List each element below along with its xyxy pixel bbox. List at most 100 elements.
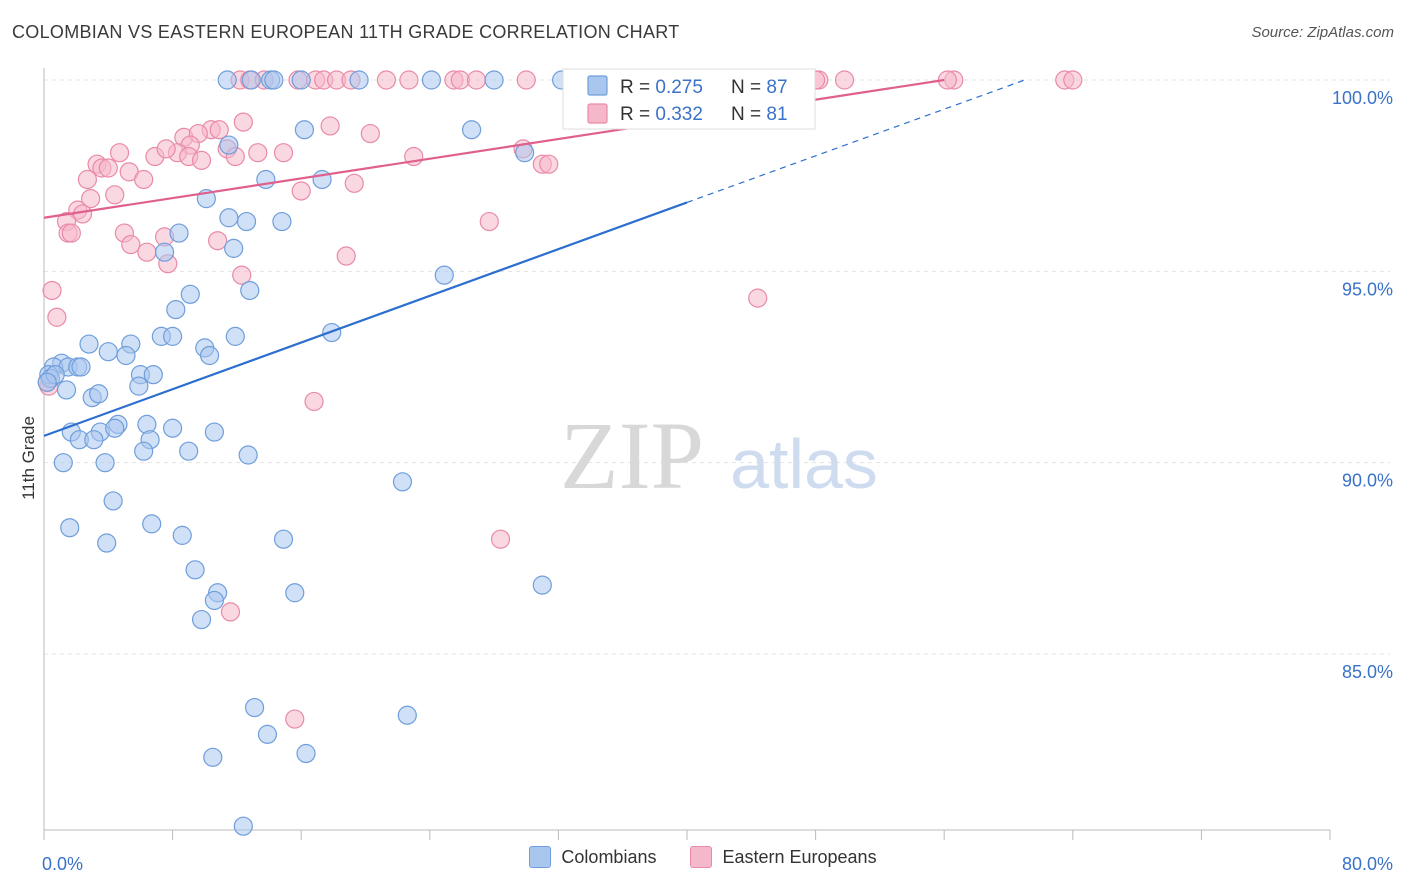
data-point-eastern-europeans <box>320 116 340 136</box>
data-point-colombians <box>116 345 136 366</box>
points-eastern-europeans <box>37 70 1083 729</box>
data-point-eastern-europeans <box>248 143 268 163</box>
gridlines <box>44 79 1390 655</box>
data-point-colombians <box>484 70 504 90</box>
stats-n-value: 87 <box>766 77 787 98</box>
data-point-colombians <box>397 705 417 725</box>
data-point-colombians <box>349 70 369 90</box>
data-point-colombians <box>79 334 99 354</box>
stats-swatch-eastern-europeans <box>587 103 608 124</box>
data-point-colombians <box>257 724 278 744</box>
data-point-colombians <box>225 326 245 346</box>
data-point-eastern-europeans <box>134 169 154 190</box>
stats-n-label: N = <box>731 77 766 98</box>
chart-title: COLOMBIAN VS EASTERN EUROPEAN 11TH GRADE… <box>12 22 680 42</box>
data-point-colombians <box>461 120 482 140</box>
data-point-eastern-europeans <box>42 280 62 301</box>
data-point-eastern-europeans <box>209 120 229 140</box>
trend-line-colombians <box>43 201 688 437</box>
y-tick-label: 85.0% <box>1342 662 1393 682</box>
data-point-eastern-europeans <box>336 246 356 266</box>
data-point-colombians <box>105 418 125 438</box>
stats-r-value: 0.275 <box>655 77 703 98</box>
data-point-eastern-europeans <box>516 70 536 90</box>
data-point-colombians <box>224 238 244 258</box>
data-point-eastern-europeans <box>1063 70 1083 90</box>
data-point-eastern-europeans <box>47 307 67 327</box>
data-point-eastern-europeans <box>490 529 511 549</box>
data-point-colombians <box>240 280 260 301</box>
legend-swatch-eastern-europeans <box>690 846 713 868</box>
data-point-eastern-europeans <box>539 154 559 174</box>
data-point-eastern-europeans <box>304 391 324 412</box>
stats-r-value: 0.332 <box>655 104 703 125</box>
data-point-colombians <box>163 418 183 438</box>
data-point-colombians <box>244 697 265 718</box>
data-point-colombians <box>203 747 223 767</box>
data-point-colombians <box>84 430 104 450</box>
data-point-colombians <box>217 70 237 90</box>
legend-label-colombians: Colombians <box>561 846 657 867</box>
data-point-eastern-europeans <box>137 242 157 262</box>
watermark: ZIP atlas <box>560 402 878 509</box>
data-point-eastern-europeans <box>344 173 364 193</box>
data-point-colombians <box>233 816 253 836</box>
data-point-eastern-europeans <box>479 211 499 232</box>
data-point-colombians <box>154 242 175 262</box>
stats-r-label: R = <box>620 104 655 125</box>
data-point-colombians <box>166 300 186 320</box>
data-point-eastern-europeans <box>156 139 176 159</box>
legend-item-eastern-europeans[interactable]: Eastern Europeans <box>690 846 877 868</box>
data-point-eastern-europeans <box>232 265 252 285</box>
data-point-colombians <box>60 518 80 538</box>
y-tick-label: 90.0% <box>1342 471 1393 491</box>
axes <box>43 68 1331 840</box>
data-point-colombians <box>53 453 73 473</box>
data-point-colombians <box>98 342 118 362</box>
data-point-colombians <box>95 453 115 473</box>
data-point-colombians <box>199 345 220 366</box>
data-point-colombians <box>163 326 183 346</box>
x-tick-label: 0.0% <box>42 854 83 874</box>
data-point-colombians <box>421 70 442 90</box>
data-point-eastern-europeans <box>81 189 101 209</box>
data-point-colombians <box>143 365 163 385</box>
data-point-colombians <box>285 583 305 603</box>
data-point-eastern-europeans <box>98 158 118 178</box>
data-point-colombians <box>219 208 239 228</box>
data-point-eastern-europeans <box>191 150 212 170</box>
legend-label-eastern-europeans: Eastern Europeans <box>722 846 877 867</box>
data-point-colombians <box>179 441 199 461</box>
legend-item-colombians[interactable]: Colombians <box>529 846 656 868</box>
y-axis-label: 11th Grade <box>19 416 38 500</box>
data-point-eastern-europeans <box>285 709 305 729</box>
data-point-colombians <box>294 120 315 140</box>
data-point-eastern-europeans <box>77 169 98 190</box>
stats-box: R = 0.275 N = 87 R = 0.332 N = 81 <box>562 68 816 130</box>
data-point-eastern-europeans <box>466 70 487 90</box>
data-point-colombians <box>97 533 117 553</box>
data-point-colombians <box>37 372 57 392</box>
data-point-colombians <box>103 491 123 511</box>
watermark-atlas: atlas <box>730 425 878 503</box>
data-point-eastern-europeans <box>273 143 294 163</box>
data-point-eastern-europeans <box>109 143 130 163</box>
data-point-colombians <box>191 609 212 630</box>
data-point-colombians <box>236 211 257 232</box>
data-point-colombians <box>185 560 205 580</box>
legend-swatch-colombians <box>529 846 552 868</box>
data-point-colombians <box>273 529 294 549</box>
stats-r-label: R = <box>620 77 655 98</box>
data-point-colombians <box>89 384 109 404</box>
data-point-colombians <box>272 211 292 232</box>
data-point-eastern-europeans <box>72 204 93 224</box>
data-point-colombians <box>515 143 535 163</box>
data-point-eastern-europeans <box>105 185 125 205</box>
stats-row-eastern-europeans: R = 0.332 N = 81 <box>620 104 788 125</box>
data-point-eastern-europeans <box>208 231 228 251</box>
data-point-eastern-europeans <box>121 234 141 255</box>
data-point-colombians <box>241 70 261 90</box>
data-point-colombians <box>264 70 284 90</box>
stats-n-label: N = <box>731 104 766 125</box>
watermark-zip: ZIP <box>560 402 704 509</box>
